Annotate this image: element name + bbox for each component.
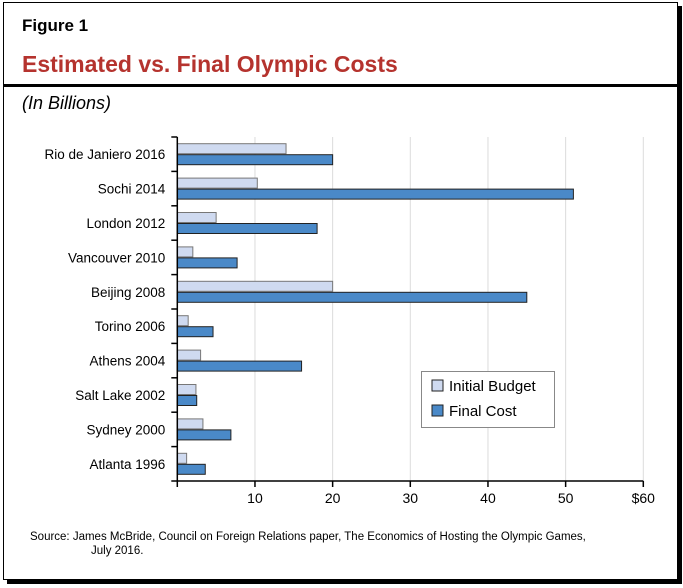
bar-final-cost bbox=[176, 291, 528, 303]
source-line-1: Source: James McBride, Council on Foreig… bbox=[30, 531, 586, 543]
category-label: Salt Lake 2002 bbox=[75, 388, 165, 403]
category-label: Vancouver 2010 bbox=[68, 250, 165, 265]
bar-final-cost bbox=[176, 360, 303, 372]
bar-final-cost bbox=[176, 395, 198, 406]
bar-initial-budget bbox=[176, 143, 287, 155]
x-tick-label: 10 bbox=[247, 490, 263, 506]
category-label: Rio de Janiero 2016 bbox=[44, 147, 165, 162]
bar-final-cost bbox=[176, 463, 206, 475]
bar-initial-budget bbox=[176, 246, 194, 258]
x-tick-label: 40 bbox=[480, 490, 496, 506]
category-label: Athens 2004 bbox=[89, 354, 165, 369]
category-label: London 2012 bbox=[86, 216, 165, 231]
bar-initial-budget bbox=[176, 384, 197, 395]
bar-final-cost bbox=[176, 154, 334, 166]
bar-initial-budget bbox=[176, 212, 217, 223]
chart-subtitle: (In Billions) bbox=[22, 93, 112, 113]
category-label: Beijing 2008 bbox=[91, 285, 165, 300]
figure-label: Figure 1 bbox=[22, 16, 89, 35]
legend-swatch-final-cost bbox=[431, 404, 444, 417]
x-tick-label: $60 bbox=[632, 490, 656, 506]
source-line-2: July 2016. bbox=[91, 545, 144, 557]
category-label: Atlanta 1996 bbox=[89, 457, 165, 472]
chart-title: Estimated vs. Final Olympic Costs bbox=[22, 51, 398, 77]
category-label: Sochi 2014 bbox=[98, 182, 166, 197]
bar-final-cost bbox=[176, 257, 238, 269]
legend-swatch-initial-budget bbox=[431, 379, 444, 392]
bar-final-cost bbox=[176, 223, 318, 234]
legend-label: Initial Budget bbox=[449, 378, 537, 395]
legend-label: Final Cost bbox=[449, 403, 517, 420]
x-tick-label: 30 bbox=[403, 490, 419, 506]
bar-initial-budget bbox=[176, 452, 188, 464]
category-label: Sydney 2000 bbox=[86, 422, 165, 437]
source-note: Source: James McBride, Council on Foreig… bbox=[30, 530, 650, 558]
x-tick-label: 50 bbox=[558, 490, 574, 506]
category-label: Torino 2006 bbox=[95, 319, 166, 334]
bar-initial-budget bbox=[176, 280, 334, 292]
bar-final-cost bbox=[176, 188, 574, 200]
bar-initial-budget bbox=[176, 418, 204, 430]
bar-final-cost bbox=[176, 326, 214, 338]
bar-initial-budget bbox=[176, 349, 202, 361]
title-divider bbox=[3, 84, 678, 87]
bar-final-cost bbox=[176, 429, 232, 441]
x-tick-label: 20 bbox=[325, 490, 341, 506]
bar-initial-budget bbox=[176, 177, 258, 189]
legend bbox=[421, 371, 555, 428]
bar-initial-budget bbox=[176, 315, 189, 327]
